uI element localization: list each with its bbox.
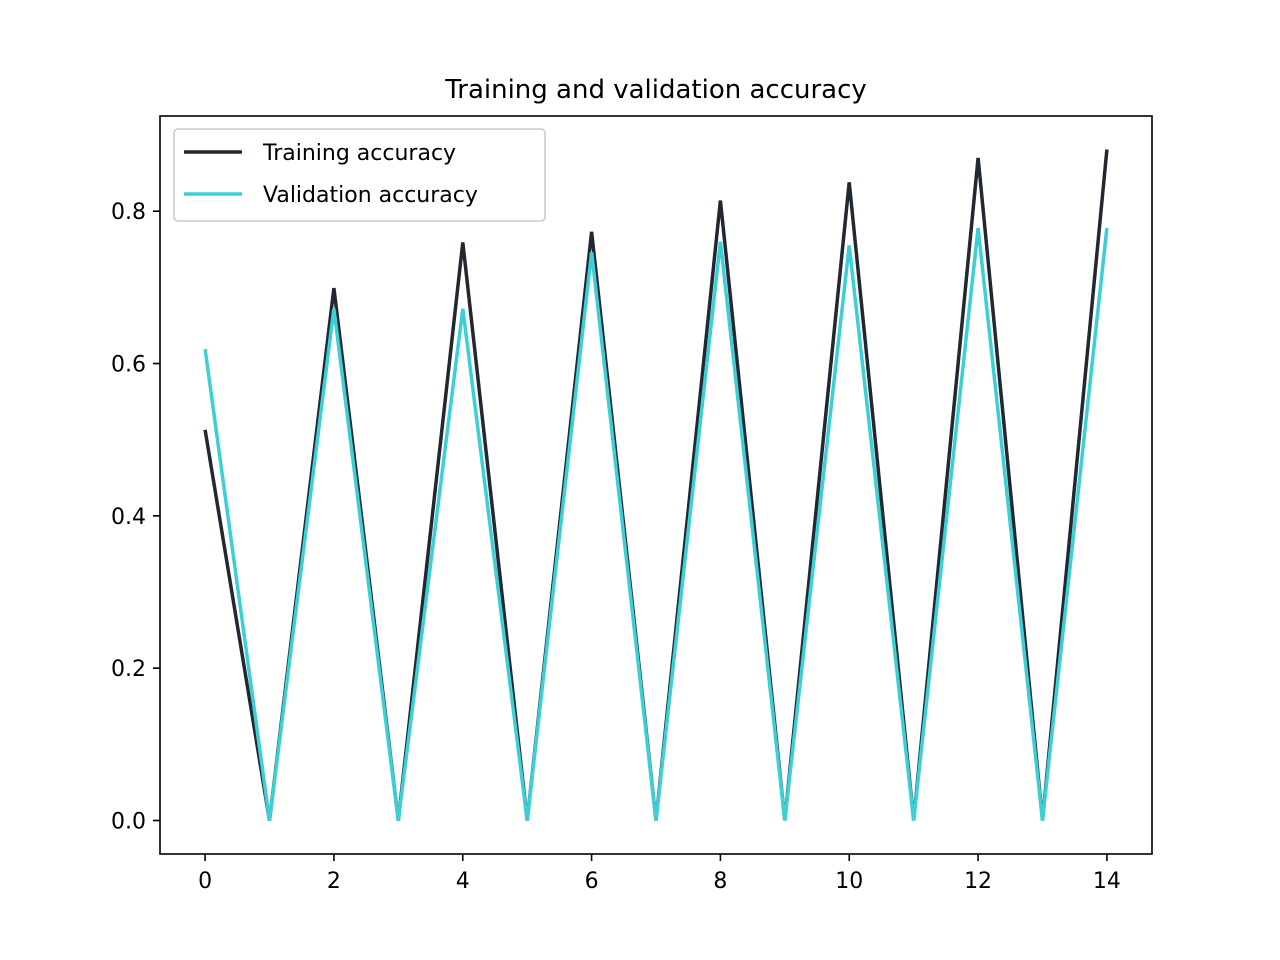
chart-title: Training and validation accuracy	[444, 75, 867, 105]
x-tick-label: 6	[585, 869, 599, 894]
x-tick-label: 2	[327, 869, 341, 894]
y-tick-label: 0.2	[111, 657, 146, 682]
series-line-2	[203, 227, 1109, 821]
y-tick-label: 0.0	[111, 809, 146, 834]
legend-box	[173, 128, 546, 222]
y-axis: 0.0 0.2 0.4 0.6 0.8	[111, 200, 160, 834]
legend: Training accuracy Validation accuracy	[173, 128, 546, 222]
y-tick-label: 0.6	[111, 353, 146, 378]
x-tick-label: 10	[835, 869, 863, 894]
x-tick-label: 8	[713, 869, 727, 894]
plot-frame	[159, 115, 1153, 855]
x-axis: 0 2 4 6 8 10 12 14	[198, 854, 1121, 894]
x-tick-label: 0	[198, 869, 212, 894]
x-tick-label: 4	[456, 869, 470, 894]
legend-label-2: Validation accuracy	[263, 183, 478, 208]
series-line-1	[203, 149, 1109, 821]
y-tick-label: 0.8	[111, 200, 146, 225]
legend-label-1: Training accuracy	[262, 141, 456, 166]
x-tick-label: 12	[964, 869, 992, 894]
x-tick-label: 14	[1093, 869, 1121, 894]
series-layer	[203, 149, 1109, 821]
y-tick-label: 0.4	[111, 505, 146, 530]
